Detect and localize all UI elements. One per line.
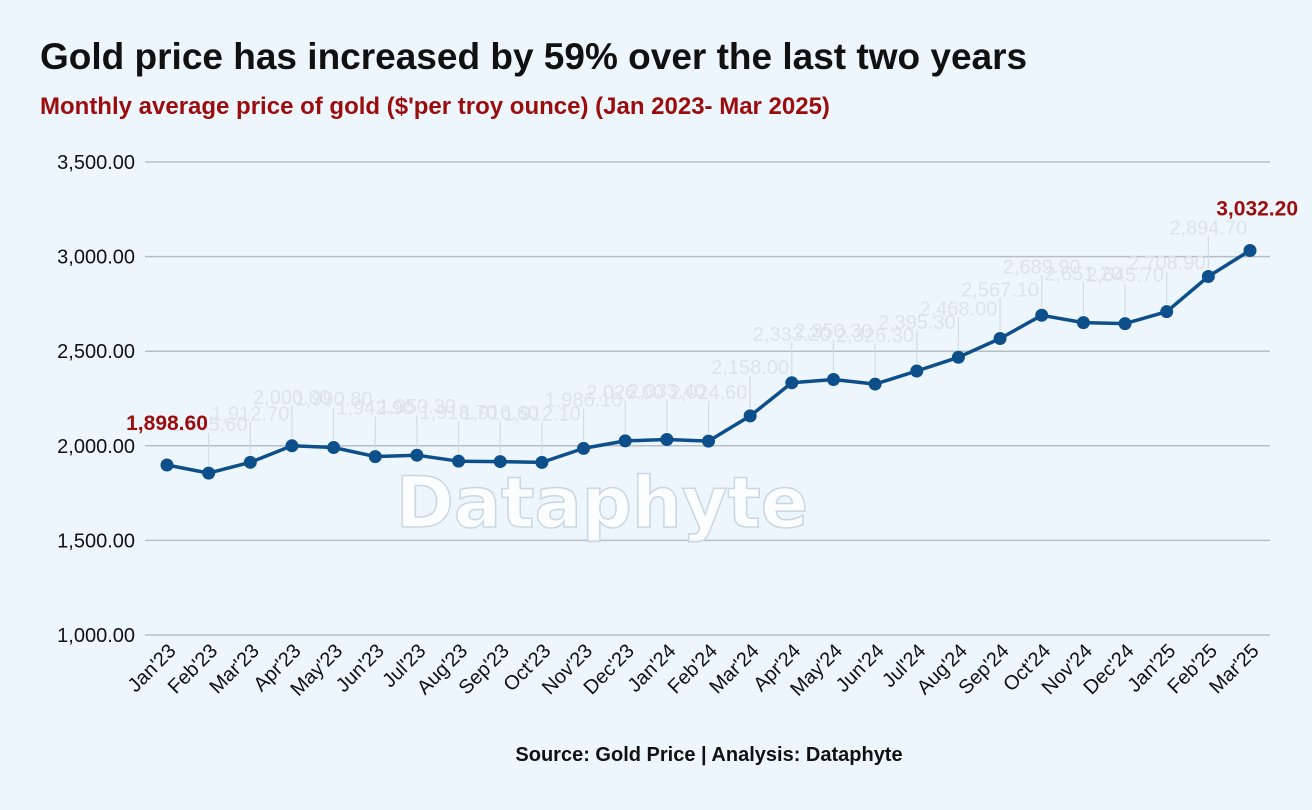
data-point (577, 441, 591, 455)
data-point (410, 448, 424, 462)
data-point (202, 466, 216, 480)
faint-data-label: 2,158.00 (711, 357, 789, 379)
data-point (1201, 270, 1215, 284)
data-point (1076, 316, 1090, 330)
data-point (743, 409, 757, 423)
source-note: Source: Gold Price | Analysis: Dataphyte (515, 744, 903, 766)
faint-data-labels: 1,855.601,912.702,000.001,990.801,942.90… (170, 218, 1248, 437)
data-point (1243, 244, 1257, 258)
highlighted-data-labels: 1,898.60 3,032.20 (126, 198, 1298, 435)
y-tick-label: 1,000.00 (57, 625, 135, 647)
data-point (493, 455, 507, 469)
data-point (951, 350, 965, 364)
faint-data-label: 2,326.30 (836, 325, 914, 347)
faint-data-label: 2,645.70 (1086, 265, 1164, 287)
faint-data-label: 1,986.10 (545, 389, 623, 411)
data-point (452, 454, 466, 468)
data-point (826, 373, 840, 387)
highlighted-data-label: 3,032.20 (1216, 198, 1298, 221)
y-axis-ticks: 1,000.00 1,500.00 2,000.00 2,500.00 3,000.00… (57, 152, 135, 647)
faint-data-label: 1,950.30 (378, 396, 456, 418)
watermark-text: Dataphyte (396, 462, 809, 544)
data-point (702, 434, 715, 448)
faint-data-label: 1,912.10 (503, 403, 581, 425)
faint-data-label: 2,689.90 (1003, 256, 1081, 278)
faint-data-label: 2,708.90 (1128, 253, 1206, 275)
data-point (1118, 317, 1132, 331)
faint-data-label: 2,350.30 (795, 321, 873, 343)
faint-data-label: 2,651.20 (1044, 264, 1122, 286)
data-point (285, 439, 299, 453)
faint-data-label: 2,033.40 (628, 380, 706, 402)
x-tick-label: Jun'24 (832, 640, 889, 697)
y-tick-label: 3,000.00 (57, 247, 135, 269)
faint-data-label: 2,333.20 (753, 324, 831, 346)
data-point (535, 455, 549, 469)
x-axis-ticks: Jan'23Feb'23Mar'23Apr'23May'23Jun'23Jul'… (124, 640, 1264, 701)
faint-data-label: 2,000.00 (253, 387, 331, 409)
y-tick-label: 1,500.00 (57, 530, 135, 552)
faint-data-label: 1,990.80 (295, 389, 373, 411)
data-point (785, 376, 799, 390)
chart-title: Gold price has increased by 59% over the… (40, 36, 1028, 77)
highlighted-data-label: 1,898.60 (126, 412, 208, 435)
data-point (993, 332, 1007, 346)
faint-data-label: 1,918.70 (420, 402, 498, 424)
data-point (618, 434, 632, 448)
label-leader-lines (208, 236, 1209, 466)
faint-data-label: 1,855.60 (170, 414, 248, 436)
data-points (160, 244, 1257, 480)
y-tick-label: 3,500.00 (57, 152, 135, 174)
data-point (368, 450, 382, 464)
y-tick-label: 2,000.00 (57, 436, 135, 458)
faint-data-label: 1,942.90 (336, 398, 414, 420)
data-point (160, 458, 174, 472)
x-tick-label: Jun'23 (332, 640, 389, 697)
faint-data-label: 1,916.60 (461, 403, 539, 425)
data-point (1035, 308, 1049, 322)
faint-data-label: 2,468.00 (919, 298, 997, 320)
data-point (910, 364, 924, 378)
data-point (243, 455, 257, 469)
faint-data-label: 2,894.70 (1169, 218, 1247, 240)
data-point (327, 441, 341, 455)
data-point (660, 432, 674, 446)
faint-data-label: 2,026.00 (586, 382, 664, 404)
y-tick-label: 2,500.00 (57, 341, 135, 363)
faint-data-label: 2,024.60 (670, 382, 748, 404)
data-point (1160, 305, 1174, 319)
faint-data-label: 2,567.10 (961, 280, 1039, 302)
chart-subtitle: Monthly average price of gold ($'per tro… (40, 93, 830, 120)
data-point (868, 377, 882, 391)
faint-data-label: 2,395.30 (878, 312, 956, 334)
faint-data-label: 1,912.70 (211, 403, 289, 425)
